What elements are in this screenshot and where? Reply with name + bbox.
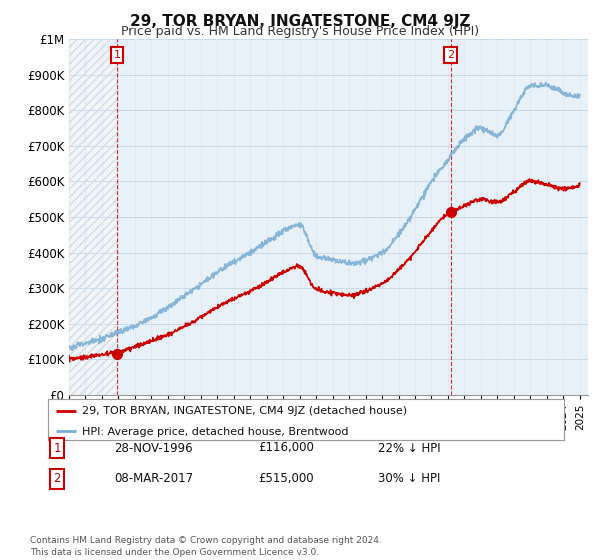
- Bar: [69, 39, 117, 395]
- Text: 1: 1: [53, 441, 61, 455]
- Text: 22% ↓ HPI: 22% ↓ HPI: [378, 441, 440, 455]
- Text: Price paid vs. HM Land Registry's House Price Index (HPI): Price paid vs. HM Land Registry's House …: [121, 25, 479, 38]
- Text: 30% ↓ HPI: 30% ↓ HPI: [378, 472, 440, 486]
- Text: 29, TOR BRYAN, INGATESTONE, CM4 9JZ (detached house): 29, TOR BRYAN, INGATESTONE, CM4 9JZ (det…: [82, 407, 407, 417]
- Text: 28-NOV-1996: 28-NOV-1996: [114, 441, 193, 455]
- Text: £515,000: £515,000: [258, 472, 314, 486]
- Text: HPI: Average price, detached house, Brentwood: HPI: Average price, detached house, Bren…: [82, 427, 348, 437]
- Text: 08-MAR-2017: 08-MAR-2017: [114, 472, 193, 486]
- Text: 2: 2: [53, 472, 61, 486]
- Text: 1: 1: [113, 50, 121, 60]
- Text: Contains HM Land Registry data © Crown copyright and database right 2024.
This d: Contains HM Land Registry data © Crown c…: [30, 536, 382, 557]
- Text: £116,000: £116,000: [258, 441, 314, 455]
- Text: 29, TOR BRYAN, INGATESTONE, CM4 9JZ: 29, TOR BRYAN, INGATESTONE, CM4 9JZ: [130, 14, 470, 29]
- Text: 2: 2: [447, 50, 454, 60]
